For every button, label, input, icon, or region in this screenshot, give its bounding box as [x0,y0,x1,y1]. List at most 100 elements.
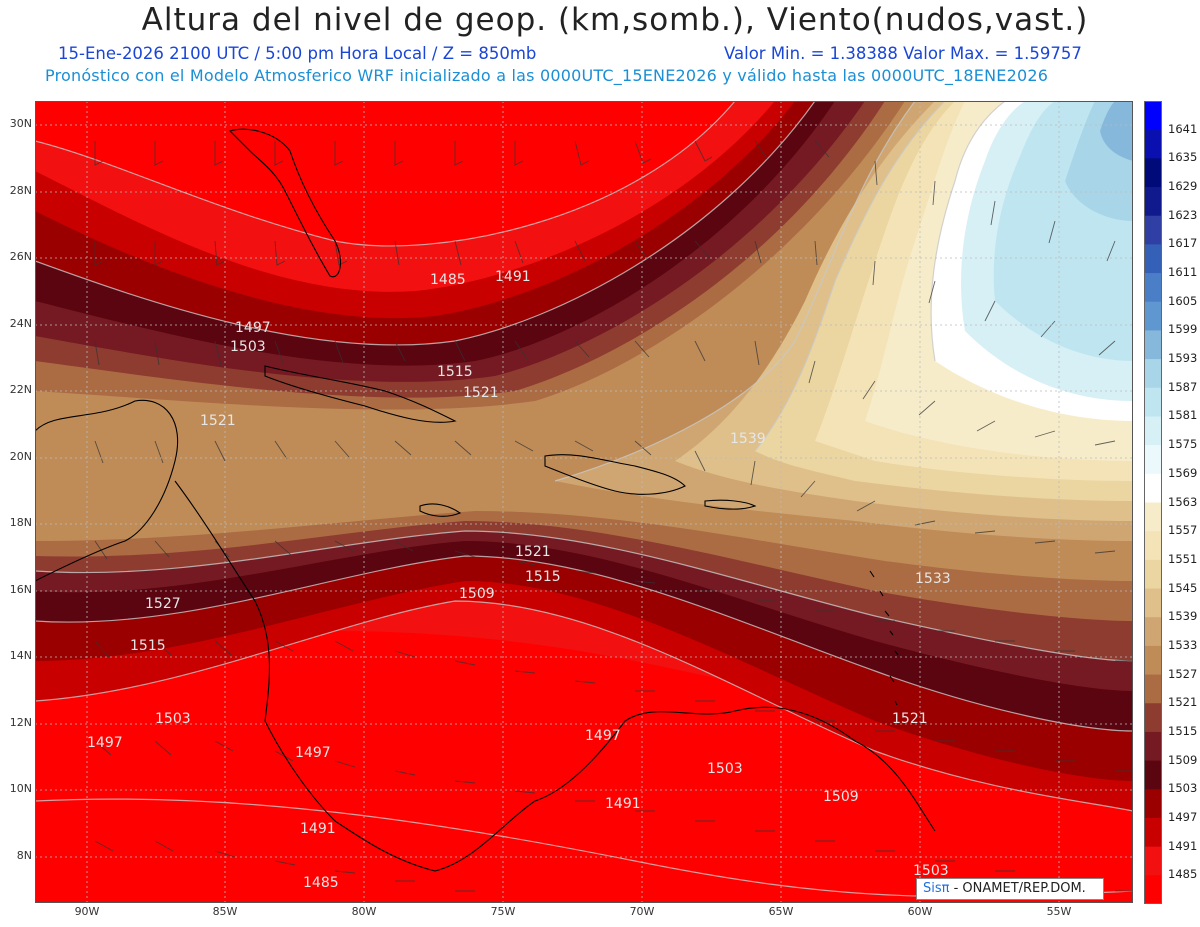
lat-label: 20N [9,450,32,463]
colorbar-level-label: 1545 [1168,580,1198,595]
colorbar-level-label: 1635 [1168,150,1198,165]
lat-label: 10N [9,782,32,795]
colorbar-level-label: 1557 [1168,523,1198,538]
colorbar-swatch [1144,502,1162,532]
forecast-map: 1497 1503 1485 1491 1515 1521 1521 1539 … [35,101,1133,903]
lat-label: 22N [9,383,32,396]
colorbar-level-label: 1617 [1168,236,1198,251]
lat-label: 24N [9,317,32,330]
colorbar-swatch [1144,703,1162,733]
contour-label: 1515 [525,569,561,585]
colorbar-level-label: 1503 [1168,781,1198,796]
colorbar-level-label: 1509 [1168,752,1198,767]
colorbar-level-label: 1593 [1168,351,1198,366]
contour-label: 1509 [823,789,859,805]
colorbar-swatch [1144,101,1162,131]
colorbar-level-label: 1581 [1168,408,1198,423]
colorbar-swatch [1144,559,1162,590]
valid-time-text: 15-Ene-2026 2100 UTC / 5:00 pm Hora Loca… [58,44,537,63]
coastlines [35,128,936,872]
credit-text: - ONAMET/REP.DOM. [949,881,1086,896]
contour-label: 1521 [200,413,236,429]
colorbar-swatch [1144,244,1162,274]
colorbar-swatch [1144,158,1162,188]
lat-label: 18N [9,516,32,529]
colorbar-swatch [1144,674,1162,704]
colorbar-swatch [1144,445,1162,475]
colorbar-swatch [1144,789,1162,819]
colorbar-swatch [1144,416,1162,446]
contour-label: 1527 [145,596,181,612]
contour-label: 1491 [605,796,641,812]
model-info-text: Pronóstico con el Modelo Atmosferico WRF… [45,66,1049,85]
colorbar-level-label: 1629 [1168,179,1198,194]
colorbar [1144,101,1162,904]
colorbar-level-label: 1497 [1168,809,1198,824]
colorbar-swatch [1144,846,1162,876]
lat-label: 28N [9,184,32,197]
contour-label: 1497 [235,320,271,336]
colorbar-frame [1144,101,1162,904]
lat-label: 16N [9,583,32,596]
colorbar-swatch [1144,731,1162,762]
colorbar-swatch [1144,588,1162,618]
credit-logo: Sisπ [923,881,950,896]
lon-label: 55W [1046,905,1072,918]
lon-label: 80W [351,905,377,918]
contour-label: 1539 [730,431,766,447]
contour-label: 1503 [155,711,191,727]
colorbar-level-label: 1587 [1168,379,1198,394]
lat-label: 12N [9,716,32,729]
colorbar-swatch [1144,760,1162,790]
colorbar-level-label: 1491 [1168,838,1198,853]
colorbar-level-label: 1605 [1168,293,1198,308]
colorbar-level-label: 1563 [1168,494,1198,509]
contour-label-group: 1497 1503 1485 1491 1515 1521 1521 1539 … [87,269,951,891]
colorbar-level-label: 1575 [1168,437,1198,452]
colorbar-swatch [1144,531,1162,561]
lon-label: 65W [768,905,794,918]
colorbar-level-label: 1623 [1168,207,1198,222]
colorbar-level-label: 1551 [1168,551,1198,566]
colorbar-swatch [1144,187,1162,217]
colorbar-swatch [1144,817,1162,848]
wind-barbs [94,140,1133,892]
colorbar-level-label: 1641 [1168,121,1198,136]
colorbar-level-label: 1485 [1168,867,1198,882]
contour-label: 1497 [295,745,331,761]
contour-label: 1521 [515,544,551,560]
colorbar-swatch [1144,359,1162,389]
colorbar-swatch [1144,617,1162,647]
colorbar-swatch [1144,330,1162,360]
contour-label: 1515 [437,364,473,380]
colorbar-level-label: 1569 [1168,465,1198,480]
colorbar-level-label: 1521 [1168,695,1198,710]
lat-label: 30N [9,117,32,130]
contour-label: 1503 [707,761,743,777]
min-max-text: Valor Min. = 1.38388 Valor Max. = 1.5975… [724,44,1082,63]
contour-label: 1521 [463,385,499,401]
contour-label: 1515 [130,638,166,654]
contour-label: 1509 [459,586,495,602]
colorbar-swatch [1144,215,1162,245]
colorbar-swatch [1144,273,1162,303]
colorbar-swatch [1144,129,1162,159]
lon-label: 75W [490,905,516,918]
colorbar-swatch [1144,645,1162,676]
geopotential-contours [35,101,1133,898]
map-title: Altura del nivel de geop. (km,somb.), Vi… [141,2,1089,38]
colorbar-level-label: 1527 [1168,666,1198,681]
lat-lon-grid [35,101,1133,903]
colorbar-swatch [1144,387,1162,417]
map-frame [35,101,1133,903]
contour-label: 1497 [87,735,123,751]
colorbar-swatch [1144,875,1162,904]
contour-label: 1503 [230,339,266,355]
lon-label: 90W [74,905,100,918]
colorbar-swatch [1144,473,1162,503]
lat-label: 14N [9,649,32,662]
colorbar-level-label: 1611 [1168,265,1198,280]
contour-label: 1491 [495,269,531,285]
contour-label: 1521 [892,711,928,727]
contour-label: 1485 [303,875,339,891]
